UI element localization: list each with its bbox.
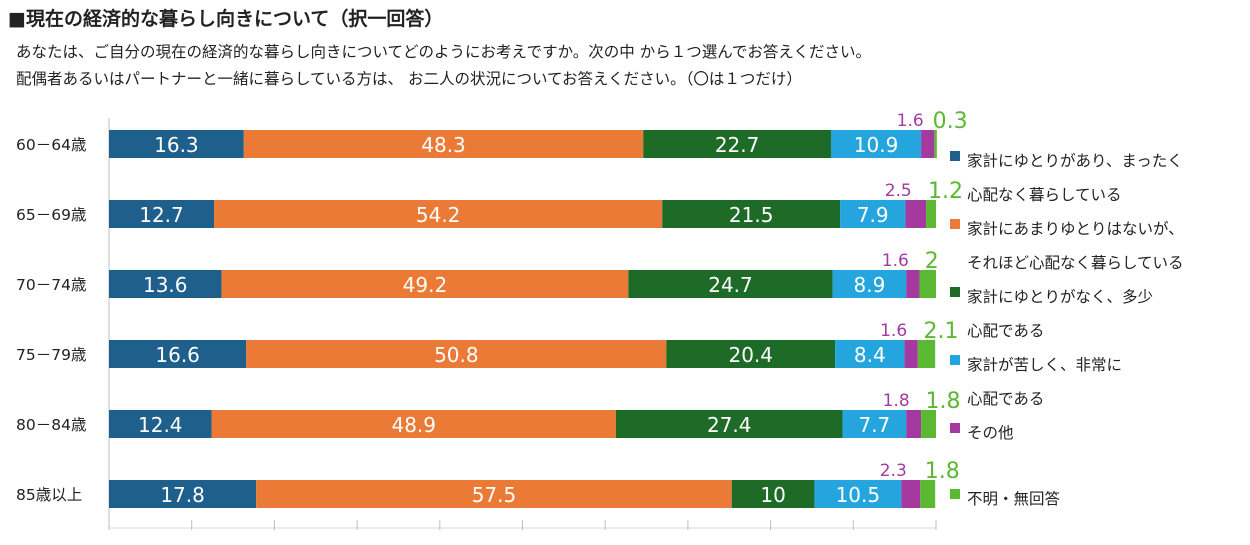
bar-segment <box>906 270 920 298</box>
data-label-small: 2.3 <box>880 461 907 481</box>
data-label: 22.7 <box>715 133 760 157</box>
bar-segment <box>921 410 936 438</box>
bar-segment <box>615 410 843 438</box>
data-label: 49.2 <box>403 273 448 297</box>
data-label: 12.7 <box>139 203 184 227</box>
data-label: 54.2 <box>416 203 461 227</box>
category-label: 65－69歳 <box>16 206 86 224</box>
bar-segment <box>830 130 922 158</box>
data-label: 8.9 <box>854 273 886 297</box>
bar-segment <box>214 200 663 228</box>
bar-segment <box>917 340 936 368</box>
data-label: 16.3 <box>154 133 199 157</box>
bar-segment <box>901 480 921 508</box>
bar-segment <box>906 410 922 438</box>
data-label-small: 1.2 <box>928 179 963 204</box>
data-label: 24.7 <box>708 273 753 297</box>
bar-segment <box>920 480 936 508</box>
bar-segment <box>904 340 918 368</box>
data-label: 50.8 <box>434 343 479 367</box>
data-label-small: 0.3 <box>933 109 968 134</box>
data-label-small: 1.6 <box>880 321 907 341</box>
data-label: 10.9 <box>854 133 899 157</box>
category-label: 70－74歳 <box>16 276 86 294</box>
legend-label: その他 <box>967 424 1014 442</box>
data-label: 48.9 <box>391 413 436 437</box>
data-label: 13.6 <box>143 273 188 297</box>
legend-swatch <box>950 151 960 161</box>
bar-segment <box>643 130 831 158</box>
data-label-small: 1.8 <box>926 389 961 414</box>
bar-segment <box>246 340 667 368</box>
bar-segment <box>842 410 907 438</box>
bar-segment <box>905 200 927 228</box>
bar-segment <box>832 270 907 298</box>
bar-segment <box>109 480 257 508</box>
data-label-small: 2 <box>925 249 939 274</box>
data-label: 7.9 <box>857 203 889 227</box>
bar-segment <box>109 410 212 438</box>
bar-segment <box>109 200 215 228</box>
bar-segment <box>109 130 244 158</box>
data-label: 16.6 <box>155 343 200 367</box>
legend-label: 心配なく暮らしている <box>967 186 1122 204</box>
legend-label: 家計にゆとりがなく、多少 <box>967 288 1153 306</box>
legend-swatch <box>950 219 960 229</box>
category-label: 80－84歳 <box>16 416 86 434</box>
legend-label: 心配である <box>967 390 1044 408</box>
data-label: 10.5 <box>836 483 881 507</box>
legend-swatch <box>950 423 960 433</box>
bar-segment <box>840 200 906 228</box>
data-label-small: 1.6 <box>882 251 909 271</box>
page-title: ■現在の経済的な暮らし向きについて（択一回答） <box>8 8 444 30</box>
bar-segment <box>814 480 902 508</box>
bar-segment <box>666 340 836 368</box>
legend-label: 心配である <box>967 322 1044 340</box>
bar-segment <box>662 200 841 228</box>
category-label: 85歳以上 <box>16 486 82 504</box>
legend-label: 家計にあまりゆとりはないが、 <box>967 220 1184 238</box>
data-label-small: 1.8 <box>883 391 910 411</box>
bar-segment <box>243 130 644 158</box>
legend-label: それほど心配なく暮らしている <box>967 254 1184 272</box>
bar-segment <box>926 200 936 228</box>
data-label-small: 2.5 <box>885 181 912 201</box>
legend-label: 不明・無回答 <box>967 490 1061 508</box>
category-label: 60－64歳 <box>16 136 86 154</box>
legend-swatch <box>950 287 960 297</box>
legend-label: 家計が苦しく、非常に <box>967 356 1122 374</box>
data-label: 17.8 <box>160 483 205 507</box>
legend-swatch <box>950 355 960 365</box>
data-label-small: 1.8 <box>925 459 960 484</box>
bar-segment <box>919 270 936 298</box>
bar-segment <box>109 270 222 298</box>
category-label: 75－79歳 <box>16 346 86 364</box>
data-label: 10 <box>760 483 785 507</box>
bar-segment <box>921 130 935 158</box>
question-text-line-2: 配偶者あるいはパートナーと一緒に暮らしている方は、 お二人の状況についてお答えく… <box>16 70 802 88</box>
data-label-small: 1.6 <box>897 111 924 131</box>
bar-segment <box>211 410 616 438</box>
data-label-small: 2.1 <box>923 319 958 344</box>
bar-segment <box>221 270 629 298</box>
data-label: 27.4 <box>707 413 752 437</box>
data-label: 7.7 <box>858 413 890 437</box>
data-label: 8.4 <box>854 343 886 367</box>
bar-segment <box>835 340 905 368</box>
bar-segment <box>256 480 732 508</box>
question-text-line-1: あなたは、ご自分の現在の経済的な暮らし向きについてどのようにお考えですか。次の中… <box>16 43 871 61</box>
legend-swatch <box>950 489 960 499</box>
bar-segment <box>731 480 815 508</box>
bar-segment <box>628 270 833 298</box>
legend-label: 家計にゆとりがあり、まったく <box>967 152 1183 170</box>
bar-segment <box>934 130 937 158</box>
data-label: 21.5 <box>729 203 774 227</box>
data-label: 48.3 <box>421 133 466 157</box>
data-label: 20.4 <box>728 343 773 367</box>
data-label: 12.4 <box>138 413 183 437</box>
data-label: 57.5 <box>472 483 517 507</box>
bar-segment <box>109 340 247 368</box>
